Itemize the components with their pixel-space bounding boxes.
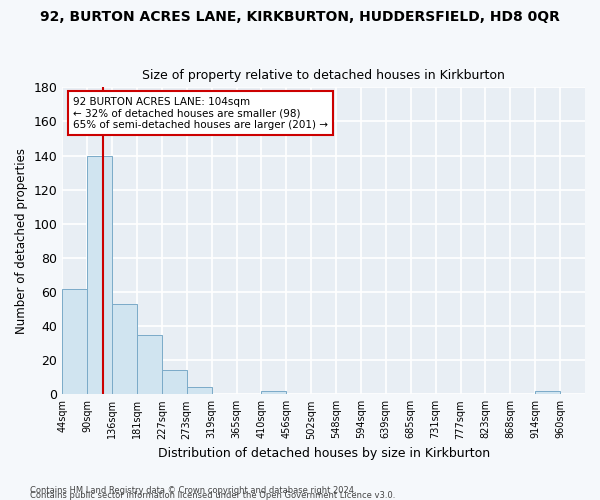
- Bar: [62, 288, 87, 395]
- Bar: [137, 334, 162, 394]
- Bar: [87, 156, 112, 394]
- Bar: [262, 391, 286, 394]
- Bar: [535, 391, 560, 394]
- Text: Contains HM Land Registry data © Crown copyright and database right 2024.: Contains HM Land Registry data © Crown c…: [30, 486, 356, 495]
- Text: 92 BURTON ACRES LANE: 104sqm
← 32% of detached houses are smaller (98)
65% of se: 92 BURTON ACRES LANE: 104sqm ← 32% of de…: [73, 96, 328, 130]
- Text: 92, BURTON ACRES LANE, KIRKBURTON, HUDDERSFIELD, HD8 0QR: 92, BURTON ACRES LANE, KIRKBURTON, HUDDE…: [40, 10, 560, 24]
- Title: Size of property relative to detached houses in Kirkburton: Size of property relative to detached ho…: [142, 69, 505, 82]
- Bar: [112, 304, 137, 394]
- Y-axis label: Number of detached properties: Number of detached properties: [15, 148, 28, 334]
- Text: Contains public sector information licensed under the Open Government Licence v3: Contains public sector information licen…: [30, 491, 395, 500]
- Bar: [162, 370, 187, 394]
- X-axis label: Distribution of detached houses by size in Kirkburton: Distribution of detached houses by size …: [158, 447, 490, 460]
- Bar: [187, 388, 212, 394]
